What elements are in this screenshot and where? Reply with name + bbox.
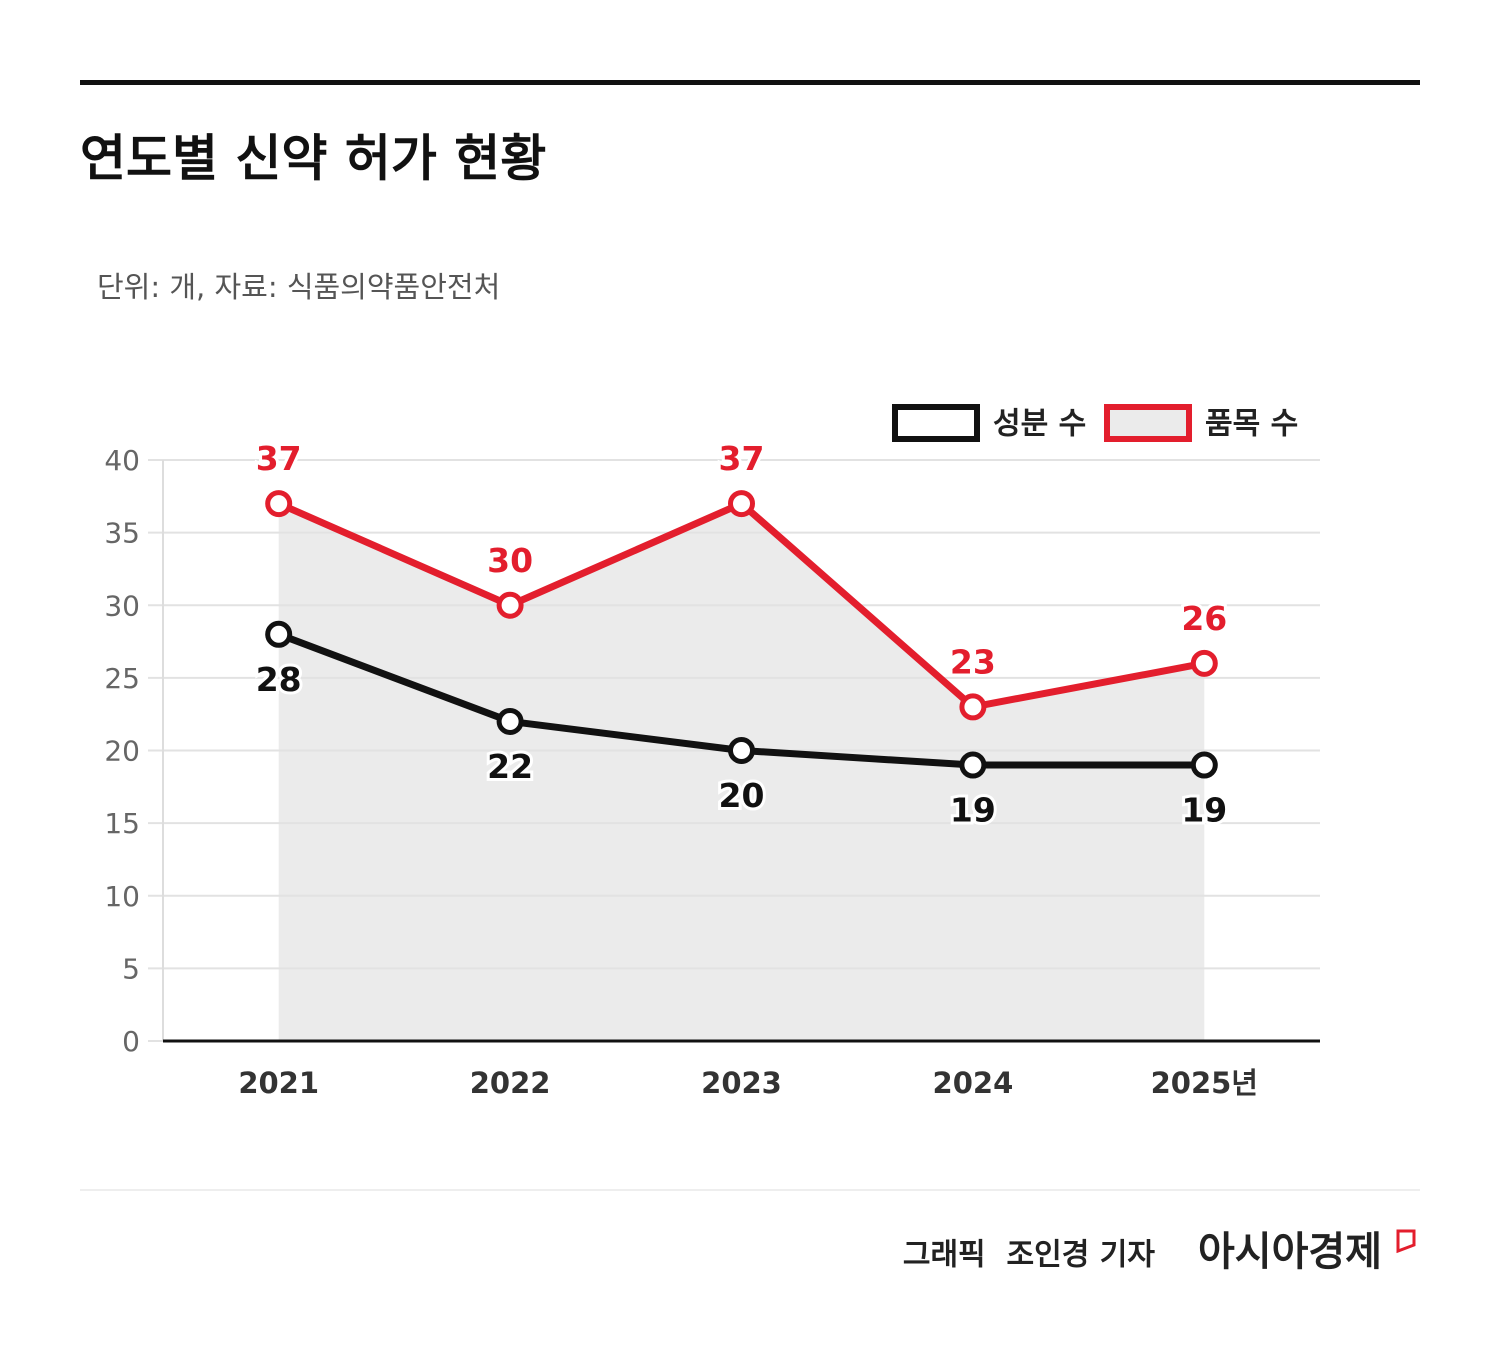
y-tick-label: 20 — [104, 735, 140, 768]
data-label: 37 — [719, 439, 765, 478]
point — [959, 693, 987, 721]
footer-rule — [80, 1189, 1420, 1191]
y-tick-label: 25 — [104, 662, 140, 695]
data-label: 23 — [950, 642, 996, 681]
area — [278, 503, 1205, 1041]
x-tick-label: 2022 — [470, 1066, 551, 1100]
point — [265, 490, 293, 518]
data-label: 26 — [1181, 599, 1227, 638]
point — [1190, 751, 1218, 779]
legend-label: 품목 수 — [1205, 407, 1298, 442]
data-label: 20 — [719, 776, 765, 815]
point — [959, 751, 987, 779]
point — [1190, 649, 1218, 677]
legend-label: 성분 수 — [993, 407, 1086, 442]
point — [728, 737, 755, 764]
brand: 아시아경제 — [1198, 1229, 1382, 1275]
data-label: 19 — [1181, 791, 1227, 830]
y-tick-label: 10 — [104, 880, 140, 913]
y-tick-label: 0 — [122, 1025, 140, 1058]
point — [496, 707, 524, 735]
data-label: 37 — [256, 439, 302, 478]
top-rule — [80, 80, 1420, 85]
y-tick-label: 35 — [104, 517, 140, 550]
x-tick-label: 2025년 — [1151, 1066, 1258, 1100]
point — [496, 591, 524, 619]
x-tick-label: 2024 — [933, 1066, 1014, 1100]
chart-title: 연도별 신약 허가 현황 — [80, 130, 546, 188]
data-label: 19 — [950, 791, 996, 830]
legend-swatch — [1104, 404, 1192, 442]
chart-subtitle: 단위: 개, 자료: 식품의약품안전처 — [97, 270, 500, 304]
brand-icon — [1396, 1229, 1416, 1254]
credit: 그래픽 조인경 기자 — [903, 1238, 1156, 1273]
point — [728, 490, 755, 518]
point — [265, 620, 293, 648]
x-tick-label: 2023 — [701, 1066, 782, 1100]
y-tick-label: 15 — [104, 807, 140, 840]
y-tick-label: 40 — [104, 444, 140, 477]
y-tick-label: 5 — [122, 952, 140, 985]
x-tick-label: 2021 — [238, 1066, 319, 1100]
data-label: 22 — [487, 747, 533, 786]
data-label: 28 — [256, 660, 302, 699]
legend-swatch — [892, 404, 980, 442]
data-label: 30 — [487, 541, 533, 580]
y-tick-label: 30 — [104, 589, 140, 622]
